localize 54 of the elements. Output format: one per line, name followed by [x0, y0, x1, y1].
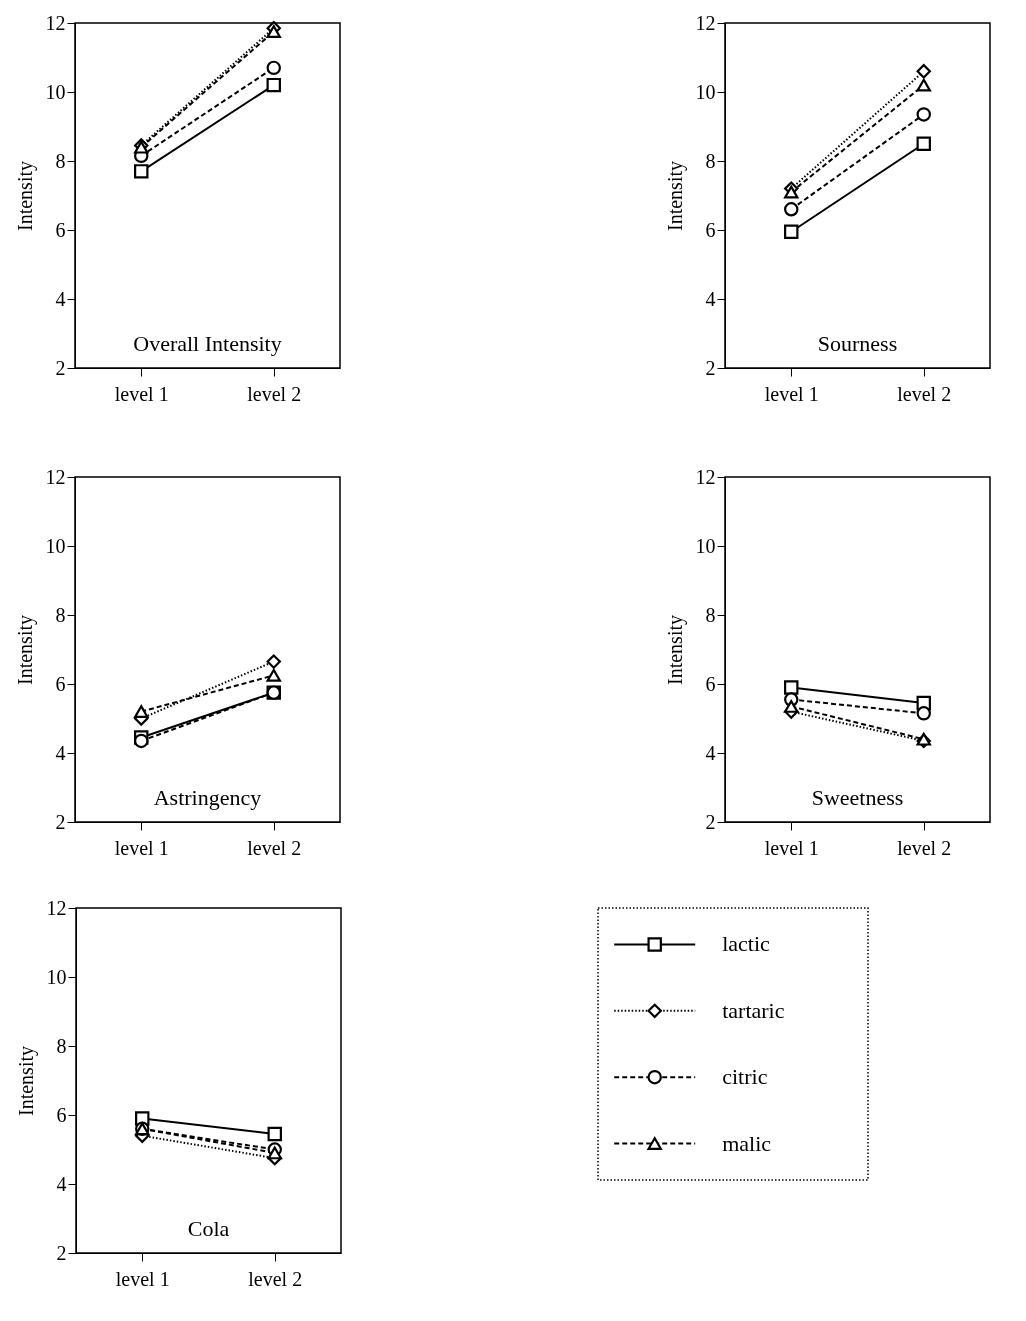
- y-axis-title: Intensity: [663, 161, 687, 231]
- y-tick-label: 10: [695, 80, 716, 103]
- y-tick-label: 6: [55, 218, 66, 241]
- text: Astringency: [153, 785, 262, 810]
- y-tick-label: 12: [45, 465, 66, 488]
- legend-label: tartaric: [722, 997, 785, 1023]
- x-tick-label: level 2: [247, 836, 302, 859]
- y-tick-label: 6: [56, 1103, 67, 1126]
- y-tick-label: 12: [695, 11, 716, 34]
- y-tick-label: 12: [695, 465, 716, 488]
- text: Overall Intensity: [133, 331, 282, 356]
- text: Sourness: [817, 331, 898, 356]
- y-tick-label: 6: [705, 218, 716, 241]
- x-tick-label: level 2: [897, 836, 952, 859]
- text: Sweetness: [811, 785, 904, 810]
- y-tick-label: 2: [705, 356, 716, 379]
- y-tick-label: 8: [705, 149, 716, 172]
- x-tick-label: level 2: [897, 382, 952, 405]
- y-tick-label: 6: [705, 672, 716, 695]
- y-tick-label: 4: [55, 287, 66, 310]
- x-tick-label: level 1: [114, 836, 169, 859]
- y-axis-title: Intensity: [13, 615, 37, 685]
- x-tick-label: level 1: [115, 1267, 170, 1290]
- legend-label: lactic: [722, 931, 771, 957]
- x-tick-label: level 1: [114, 382, 169, 405]
- y-tick-label: 8: [705, 603, 716, 626]
- y-axis-title: Intensity: [13, 161, 37, 231]
- y-tick-label: 10: [45, 534, 66, 557]
- y-tick-label: 10: [46, 965, 67, 988]
- y-tick-label: 6: [55, 672, 66, 695]
- y-axis-title: Intensity: [663, 615, 687, 685]
- x-tick-label: level 2: [247, 382, 302, 405]
- y-axis-title: Intensity: [14, 1046, 38, 1116]
- y-tick-label: 12: [45, 11, 66, 34]
- x-tick-label: level 1: [764, 836, 819, 859]
- y-tick-label: 4: [705, 741, 716, 764]
- y-tick-label: 8: [55, 149, 66, 172]
- y-tick-label: 8: [55, 603, 66, 626]
- x-tick-label: level 2: [248, 1267, 303, 1290]
- y-tick-label: 2: [705, 810, 716, 833]
- y-tick-label: 4: [56, 1172, 67, 1195]
- y-tick-label: 2: [56, 1241, 67, 1264]
- y-tick-label: 12: [46, 896, 67, 919]
- y-tick-label: 4: [55, 741, 66, 764]
- text: Cola: [187, 1216, 230, 1241]
- legend-label: malic: [722, 1130, 772, 1156]
- y-tick-label: 10: [45, 80, 66, 103]
- x-tick-label: level 1: [764, 382, 819, 405]
- y-tick-label: 2: [55, 810, 66, 833]
- y-tick-label: 10: [695, 534, 716, 557]
- y-tick-label: 2: [55, 356, 66, 379]
- y-tick-label: 4: [705, 287, 716, 310]
- legend-label: citric: [722, 1064, 768, 1090]
- y-tick-label: 8: [56, 1034, 67, 1057]
